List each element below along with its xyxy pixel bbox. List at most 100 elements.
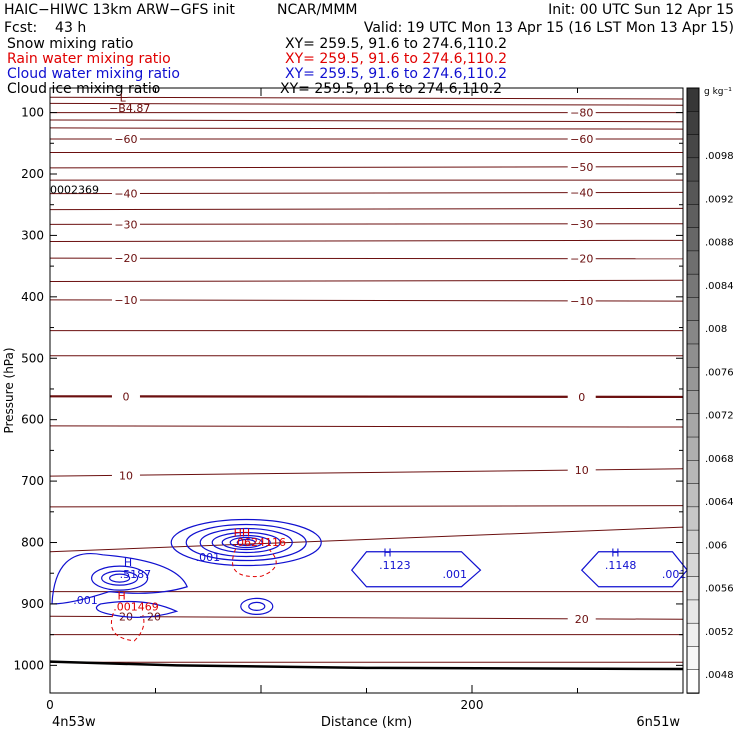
y-tick-label: 800 — [21, 536, 44, 550]
colorbar-segment — [686, 413, 700, 438]
colorbar-segment — [686, 436, 700, 462]
colorbar-segment — [686, 599, 700, 624]
isotherm-label-bg — [567, 294, 596, 307]
contour-annotation: .001 — [196, 551, 221, 564]
colorbar-segment — [686, 483, 700, 508]
cloud-water-contour — [101, 570, 139, 586]
isotherm-label-bg — [567, 217, 596, 230]
field-xy-cloud-water: XY= 259.5, 91.6 to 274.6,110.2 — [285, 66, 508, 82]
colorbar-segment — [686, 297, 700, 322]
cloud-water-contour — [211, 531, 281, 554]
colorbar-segment — [686, 111, 700, 136]
x-axis-label: Distance (km) — [321, 715, 412, 730]
isotherm-line — [49, 239, 684, 243]
isotherm-label-bg — [567, 390, 596, 403]
cloud-water-contour — [170, 518, 322, 567]
valid-time: Valid: 19 UTC Mon 13 Apr 15 (16 LST Mon … — [363, 20, 734, 36]
y-axis-label: Pressure (hPa) — [2, 347, 16, 433]
colorbar-segment — [686, 506, 700, 531]
center-title: NCAR/MMM — [277, 2, 358, 18]
x-start-label: 4n53w — [52, 715, 96, 730]
isotherm-line — [49, 119, 684, 123]
colorbar-segment — [686, 134, 700, 159]
colorbar-label: .0076 — [705, 367, 734, 378]
y-tick-label: 400 — [21, 290, 44, 304]
colorbar-segment — [686, 250, 700, 275]
isotherm-line — [49, 425, 684, 428]
contour-annotation: .5187 — [120, 568, 152, 581]
contour-annotation: HH — [234, 526, 251, 539]
y-tick-label: 600 — [21, 413, 44, 427]
contour-annotation: −B4.87 — [109, 102, 150, 115]
isotherm-label: −50 — [570, 161, 593, 174]
field-name-cloud-ice: Cloud ice mixing ratio — [7, 81, 161, 97]
isotherm-line — [49, 279, 684, 282]
colorbar-label: .0072 — [705, 411, 734, 422]
y-tick-label: 100 — [21, 106, 44, 120]
isotherm-label: −10 — [114, 294, 137, 307]
cloud-water-contour — [199, 527, 293, 558]
colorbar-label: .0064 — [705, 497, 734, 508]
colorbar-segment — [686, 553, 700, 578]
isotherm-label: −40 — [114, 187, 137, 200]
contour-annotation: .1123 — [379, 559, 411, 572]
isotherm-label: 10 — [575, 464, 589, 477]
colorbar-segment — [686, 343, 700, 368]
colorbar-segment — [686, 646, 700, 671]
isotherm-label: −20 — [570, 253, 593, 266]
isotherm-label: 20 — [575, 613, 589, 626]
colorbar-label: .0098 — [705, 151, 734, 162]
isotherm-label-bg — [567, 106, 596, 119]
colorbar-segment — [686, 180, 700, 206]
isotherm-label-bg — [111, 218, 140, 231]
colorbar-label: .0052 — [705, 627, 734, 638]
contour-annotation: .0624116 — [234, 536, 287, 549]
isotherm-label: 0 — [122, 390, 129, 403]
isotherm-label-bg — [567, 160, 596, 173]
isotherm-label: −30 — [114, 218, 137, 231]
isotherm-label: −10 — [570, 295, 593, 308]
cloud-water-contour — [95, 600, 179, 618]
isotherm-label-bg — [111, 132, 140, 145]
colorbar-segment — [686, 576, 700, 601]
contour-annotation: .001469 — [113, 601, 159, 614]
field-xy-cloud-ice: XY= 259.5, 91.6 to 274.6,110.2 — [280, 81, 503, 97]
colorbar-frame — [686, 87, 700, 694]
colorbar-segment — [686, 669, 700, 694]
field-name-rain: Rain water mixing ratio — [7, 51, 171, 67]
colorbar-label: .0092 — [705, 194, 734, 205]
isotherm-label: −60 — [570, 133, 593, 146]
isotherm-label-bg — [567, 132, 596, 145]
contour-annotation: .001 — [442, 568, 467, 581]
y-tick-label: 200 — [21, 167, 44, 181]
isotherm-label-bg — [111, 469, 140, 482]
contour-annotation: .001 — [73, 594, 98, 607]
isotherm-line — [49, 505, 684, 508]
colorbar-segment — [686, 460, 700, 485]
colorbar-segment — [686, 320, 700, 345]
isotherm-label: 0 — [578, 391, 585, 404]
init-time: Init: 00 UTC Sun 12 Apr 15 — [548, 2, 734, 18]
contour-annotation: .001 — [662, 568, 687, 581]
x-tick-label: 0 — [46, 698, 54, 712]
isotherm-line — [49, 526, 684, 553]
y-tick-label: 900 — [21, 597, 44, 611]
colorbar-segment — [686, 204, 700, 229]
contour-annotation: H — [383, 547, 391, 560]
colorbar-segment — [686, 273, 700, 299]
cloud-water-contour — [51, 553, 188, 605]
colorbar-segment — [686, 529, 700, 555]
colorbar-segment — [686, 157, 700, 182]
isotherm-label: −80 — [570, 107, 593, 120]
colorbar-segment — [686, 227, 700, 252]
colorbar-label: .0084 — [705, 281, 734, 292]
field-name-cloud-water: Cloud water mixing ratio — [7, 66, 180, 82]
model-title: HAIC−HIWC 13km ARW−GFS init — [4, 2, 235, 18]
contour-annotation: 20 — [147, 611, 161, 624]
cloud-water-contour — [221, 534, 271, 551]
colorbar-label: .0068 — [705, 454, 734, 465]
isotherm-line — [49, 127, 684, 130]
cloud-water-contour — [91, 565, 149, 591]
field-xy-snow: XY= 259.5, 91.6 to 274.6,110.2 — [285, 36, 508, 52]
